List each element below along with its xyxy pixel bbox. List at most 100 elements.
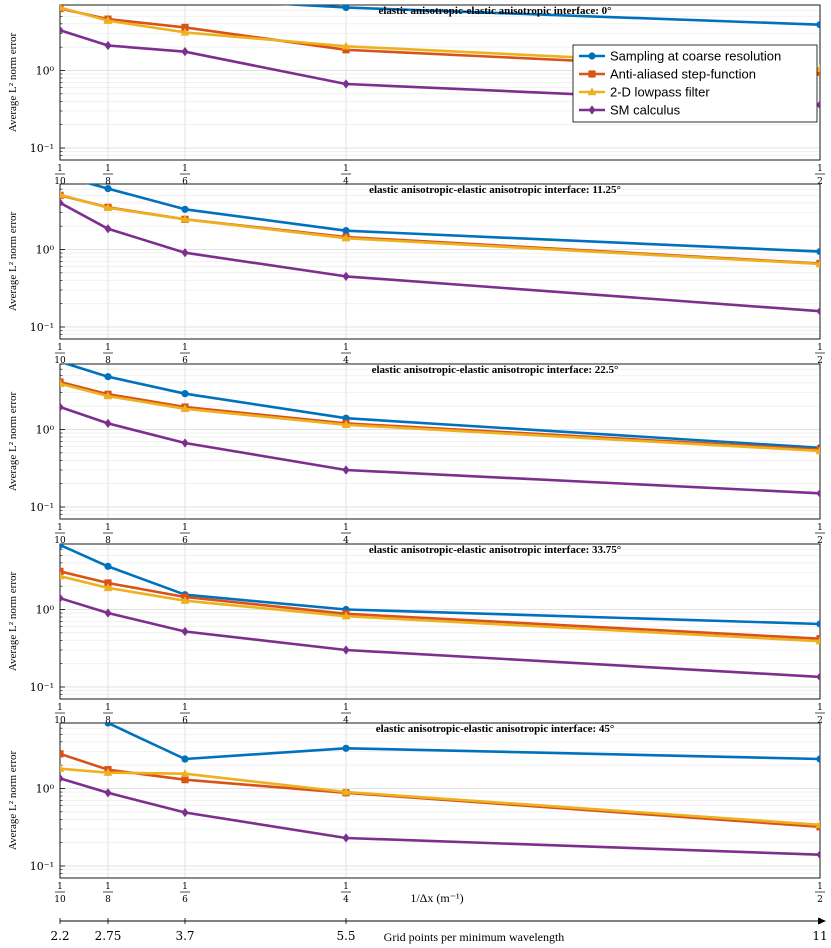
legend-marker [588,105,596,115]
x-tick-denominator: 10 [54,356,66,366]
legend-entry: 2-D lowpass filter [610,85,710,100]
data-point [60,25,64,35]
secondary-axis-label: Grid points per minimum wavelength [384,930,565,944]
x-tick-denominator: 6 [182,895,188,905]
panel-2: elastic anisotropic-elastic anisotropic … [7,183,825,366]
x-tick-denominator: 10 [54,177,66,187]
data-point [60,544,64,549]
x-tick-denominator: 8 [105,356,111,366]
legend-entry: Anti-aliased step-function [610,67,756,82]
data-point [181,0,188,2]
data-point [104,579,112,587]
data-point [103,203,113,212]
panel-title: elastic anisotropic-elastic anisotropic … [372,364,619,376]
x-tick-numerator: 1 [105,523,111,533]
y-tick-label: 10⁻¹ [30,501,54,514]
x-tick-numerator: 1 [182,523,188,533]
x-tick-denominator: 4 [343,716,349,726]
series-line [60,405,820,495]
data-point [816,21,820,29]
data-point [341,41,351,50]
data-point [181,438,189,448]
data-point [60,364,63,366]
data-point [342,5,350,12]
x-tick-denominator: 4 [343,895,349,905]
x-tick-numerator: 1 [105,882,111,892]
series-group [60,723,820,860]
data-point [816,850,820,860]
x-tick-label: 16 [180,523,190,546]
y-axis-label: Average L² norm error [7,392,19,492]
data-point [104,608,112,618]
y-tick-label: 10⁰ [36,782,55,795]
data-point [60,750,64,758]
x-tick-numerator: 1 [817,703,823,713]
data-point [180,27,190,36]
series-group [60,544,820,682]
data-point [104,40,112,51]
y-tick-label: 10⁰ [36,603,55,616]
x-tick-denominator: 10 [54,536,66,546]
data-point [342,645,350,655]
x-tick-label: 16 [180,703,190,726]
panel-3: elastic anisotropic-elastic anisotropic … [7,363,825,546]
y-tick-label: 10⁻¹ [30,142,54,155]
x-tick-label: 18 [103,164,113,187]
data-point [816,247,820,256]
data-point [181,776,189,784]
data-point [60,5,65,11]
legend-box [572,44,818,123]
data-point [180,404,190,412]
x-tick-numerator: 1 [343,703,349,713]
y-tick-label: 10⁰ [36,64,55,77]
x-tick-label: 18 [103,703,113,726]
data-point [815,64,820,73]
arrow-head-icon [818,917,826,925]
data-point [816,672,820,682]
x-tick-denominator: 2 [817,177,823,187]
data-point [181,248,189,258]
x-tick-denominator: 6 [182,716,188,726]
data-point [103,16,113,24]
secondary-tick-label: 5.5 [336,929,355,943]
x-tick-numerator: 1 [57,523,63,533]
x-tick-label: 18 [103,343,113,366]
x-tick-label: 14 [341,882,351,905]
data-point [60,764,65,772]
data-point [816,68,820,76]
grid-lines [59,184,821,339]
data-point [104,185,112,193]
y-tick-label: 10⁻¹ [30,681,54,694]
x-tick-numerator: 1 [57,703,63,713]
legend-marker [588,52,596,60]
x-tick-denominator: 8 [105,716,111,726]
x-tick-label: 110 [54,703,66,726]
data-point [181,47,189,57]
data-point [816,488,820,498]
data-point [181,205,189,213]
legend-marker [588,70,596,78]
series-line [60,596,820,679]
data-point [815,446,820,455]
data-point [103,583,113,592]
x-tick-denominator: 2 [817,895,823,905]
x-tick-numerator: 1 [343,882,349,892]
panel-4: elastic anisotropic-elastic anisotropic … [7,543,825,726]
data-point [342,465,350,475]
panel-title: elastic anisotropic-elastic anisotropic … [369,184,621,196]
x-tick-label: 18 [103,523,113,546]
x-tick-label: 12 [815,343,825,366]
x-tick-denominator: 10 [54,716,66,726]
data-point [816,635,820,643]
y-axis-label: Average L² norm error [7,572,19,672]
x-tick-denominator: 4 [343,356,349,366]
x-tick-label: 16 [180,164,190,187]
x-tick-denominator: 8 [105,895,111,905]
y-tick-label: 10⁰ [36,243,55,256]
x-tick-label: 110 [54,343,66,366]
x-tick-label: 12 [815,703,825,726]
x-tick-label: 12 [815,882,825,905]
data-point [104,373,112,381]
x-axis-label: 1/Δx (m⁻¹) [410,891,463,905]
